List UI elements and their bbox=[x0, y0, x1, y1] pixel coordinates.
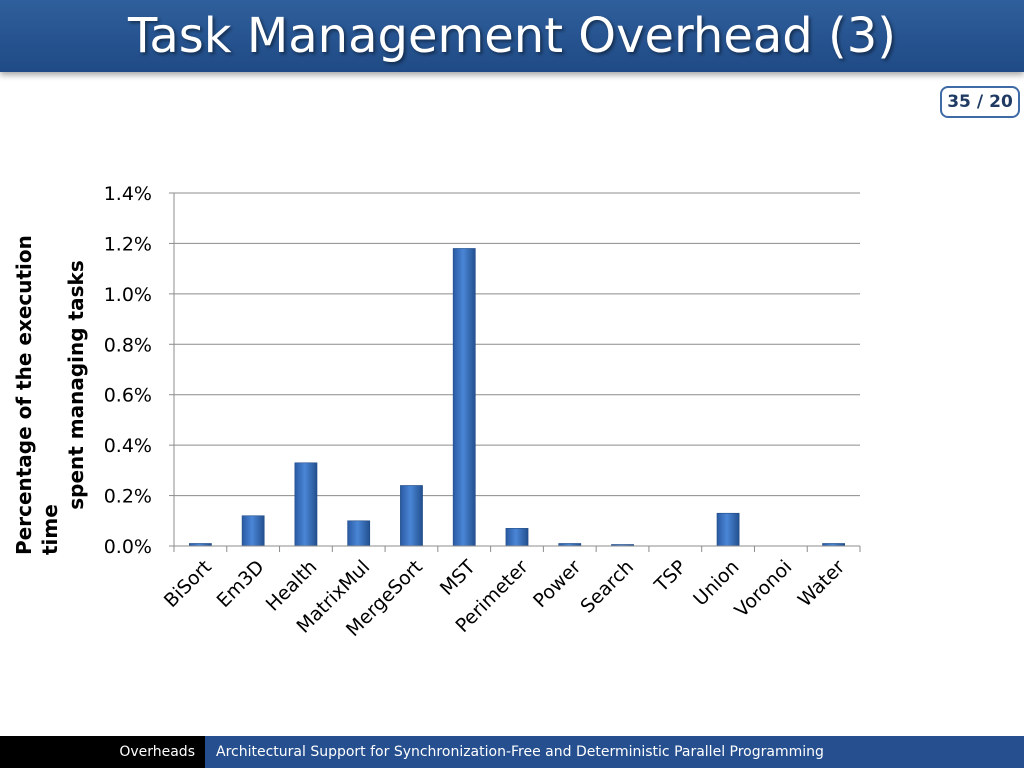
page-separator: / bbox=[976, 92, 984, 112]
x-tick-label: BiSort bbox=[160, 556, 216, 612]
footer-section: Overheads bbox=[0, 736, 205, 768]
x-tick-label: TSP bbox=[650, 556, 691, 597]
y-tick-label: 0.6% bbox=[104, 385, 152, 407]
y-tick-label: 0.8% bbox=[104, 334, 152, 356]
y-tick-label: 1.4% bbox=[104, 183, 152, 205]
y-tick-label: 0.0% bbox=[104, 536, 152, 558]
bar-union bbox=[716, 512, 740, 547]
footer-subtitle: Architectural Support for Synchronizatio… bbox=[216, 744, 824, 760]
x-tick-label: MST bbox=[436, 556, 480, 600]
y-tick-label: 1.2% bbox=[104, 233, 152, 255]
y-tick-label: 0.2% bbox=[104, 486, 152, 508]
page-counter: 35 / 20 bbox=[940, 86, 1020, 118]
x-tick-label: Search bbox=[576, 556, 638, 618]
bar-perimeter bbox=[505, 528, 529, 547]
x-tick-label: Em3D bbox=[213, 556, 269, 612]
bar-matrixmul bbox=[347, 520, 371, 547]
x-tick-label: Voronoi bbox=[731, 556, 797, 622]
bar-mst bbox=[452, 248, 476, 547]
slide-title: Task Management Overhead (3) bbox=[128, 8, 896, 64]
bar-mergesort bbox=[400, 485, 423, 547]
y-tick-label: 1.0% bbox=[104, 284, 152, 306]
bar-health bbox=[294, 462, 318, 547]
x-tick-label: Water bbox=[794, 556, 849, 611]
y-tick-label: 0.4% bbox=[104, 435, 152, 457]
page-total: 20 bbox=[989, 92, 1013, 112]
footer-bar: Overheads Architectural Support for Sync… bbox=[0, 736, 1024, 768]
title-bar: Task Management Overhead (3) bbox=[0, 0, 1024, 72]
bar-chart: 0.0% 0.2% 0.4% 0.6% 0.8% 1.0% 1.2% 1.4% BiSortEm… bbox=[104, 183, 861, 641]
page-current: 35 bbox=[947, 92, 971, 112]
bar-em3d bbox=[241, 515, 265, 547]
